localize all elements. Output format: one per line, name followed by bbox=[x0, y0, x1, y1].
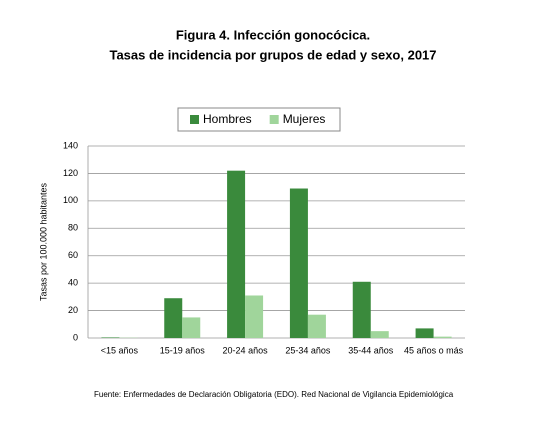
x-tick-label: <15 años bbox=[101, 345, 139, 355]
bar bbox=[352, 281, 371, 338]
bar bbox=[415, 328, 434, 338]
bar bbox=[370, 331, 389, 338]
bar bbox=[182, 317, 201, 338]
x-tick-label: 20-24 años bbox=[223, 345, 269, 355]
bar bbox=[245, 295, 264, 338]
y-tick-label: 120 bbox=[63, 168, 78, 178]
legend-swatch bbox=[269, 115, 279, 124]
legend-label: Hombres bbox=[203, 112, 252, 126]
x-tick-label: 25-34 años bbox=[285, 345, 331, 355]
y-tick-label: 80 bbox=[68, 223, 78, 233]
bar bbox=[307, 314, 326, 338]
x-tick-label: 15-19 años bbox=[160, 345, 206, 355]
x-tick-label: 35-44 años bbox=[348, 345, 394, 355]
y-tick-label: 0 bbox=[73, 332, 78, 342]
legend-label: Mujeres bbox=[283, 112, 326, 126]
bar bbox=[227, 170, 246, 338]
bar bbox=[164, 298, 183, 338]
source-note: Fuente: Enfermedades de Declaración Obli… bbox=[94, 390, 454, 399]
bar bbox=[289, 188, 308, 338]
bar bbox=[433, 336, 452, 338]
bar bbox=[101, 337, 120, 338]
y-tick-label: 20 bbox=[68, 305, 78, 315]
chart-subtitle: Tasas de incidencia por grupos de edad y… bbox=[109, 47, 436, 62]
y-tick-label: 140 bbox=[63, 140, 78, 150]
y-tick-label: 60 bbox=[68, 250, 78, 260]
legend-swatch bbox=[190, 115, 199, 124]
y-tick-label: 100 bbox=[63, 195, 78, 205]
chart-title: Figura 4. Infección gonocócica. bbox=[176, 27, 370, 42]
y-tick-label: 40 bbox=[68, 278, 78, 288]
y-axis-label: Tasas por 100.000 habitantes bbox=[38, 182, 48, 301]
legend-box bbox=[177, 107, 341, 132]
x-tick-label: 45 años o más bbox=[404, 345, 464, 355]
